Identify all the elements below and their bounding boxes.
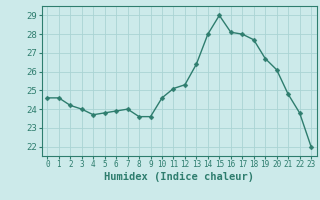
X-axis label: Humidex (Indice chaleur): Humidex (Indice chaleur)	[104, 172, 254, 182]
